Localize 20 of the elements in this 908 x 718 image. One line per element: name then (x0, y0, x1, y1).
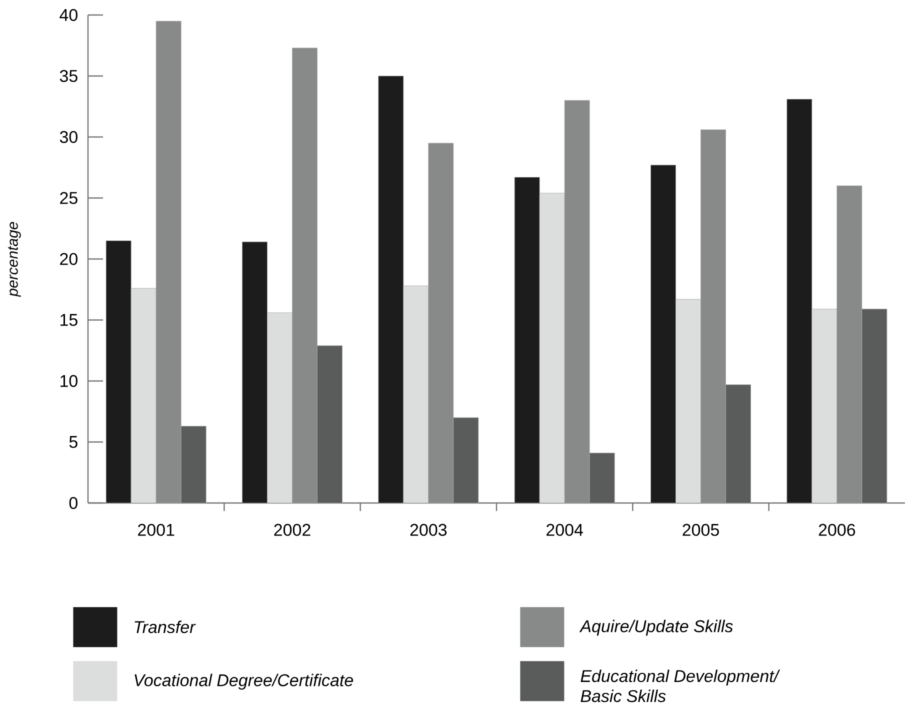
y-tick-label: 0 (69, 496, 78, 510)
legend-label: Aquire/Update Skills (579, 620, 733, 636)
x-tick-label: 2001 (138, 524, 174, 536)
x-tick-label: 2005 (682, 524, 719, 536)
y-tick-label: 40 (60, 8, 78, 22)
legend-label: Educational Development/ Basic Skills (580, 670, 780, 702)
y-tick-label: 15 (60, 314, 78, 326)
x-tick-label: 2003 (410, 524, 447, 536)
x-tick-label: 2002 (274, 524, 310, 536)
x-tick-label: 2006 (818, 524, 856, 536)
y-axis-title: percentage (8, 222, 21, 297)
y-tick-label: 30 (60, 130, 78, 144)
y-tick-label: 20 (60, 252, 78, 266)
legend-label: Vocational Degree/Certificate (134, 674, 354, 690)
y-tick-label: 5 (69, 436, 78, 448)
x-tick-label: 2004 (546, 524, 583, 536)
y-tick-label: 25 (60, 192, 78, 204)
y-tick-label: 35 (60, 70, 78, 82)
legend-label: Transfer (134, 620, 196, 634)
y-tick-label: 10 (60, 374, 78, 388)
